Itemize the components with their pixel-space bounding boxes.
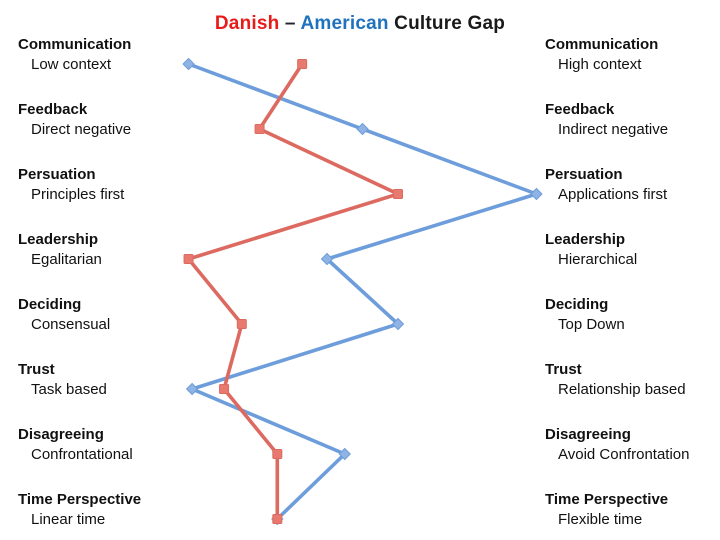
danish-marker [272, 514, 283, 524]
danish-marker [254, 124, 265, 134]
danish-marker [393, 189, 403, 199]
danish-marker [219, 384, 230, 394]
title-danish-legend: Danish [214, 13, 280, 34]
title-separator: – [284, 13, 296, 34]
danish-marker [236, 319, 247, 329]
title-suffix: Culture Gap [394, 13, 506, 34]
danish-marker [183, 254, 194, 264]
american-line [186, 62, 539, 521]
danish-line [186, 62, 400, 521]
american-marker [356, 122, 369, 136]
american-marker [338, 447, 351, 461]
american-marker [185, 382, 199, 396]
american-marker [391, 317, 405, 331]
danish-marker [297, 59, 308, 69]
title-american-legend: American [300, 13, 389, 34]
american-marker [182, 57, 195, 71]
american-marker [320, 252, 334, 266]
chart-title: Danish – American Culture Gap [0, 13, 720, 35]
danish-marker [272, 449, 283, 459]
american-marker [530, 187, 543, 201]
